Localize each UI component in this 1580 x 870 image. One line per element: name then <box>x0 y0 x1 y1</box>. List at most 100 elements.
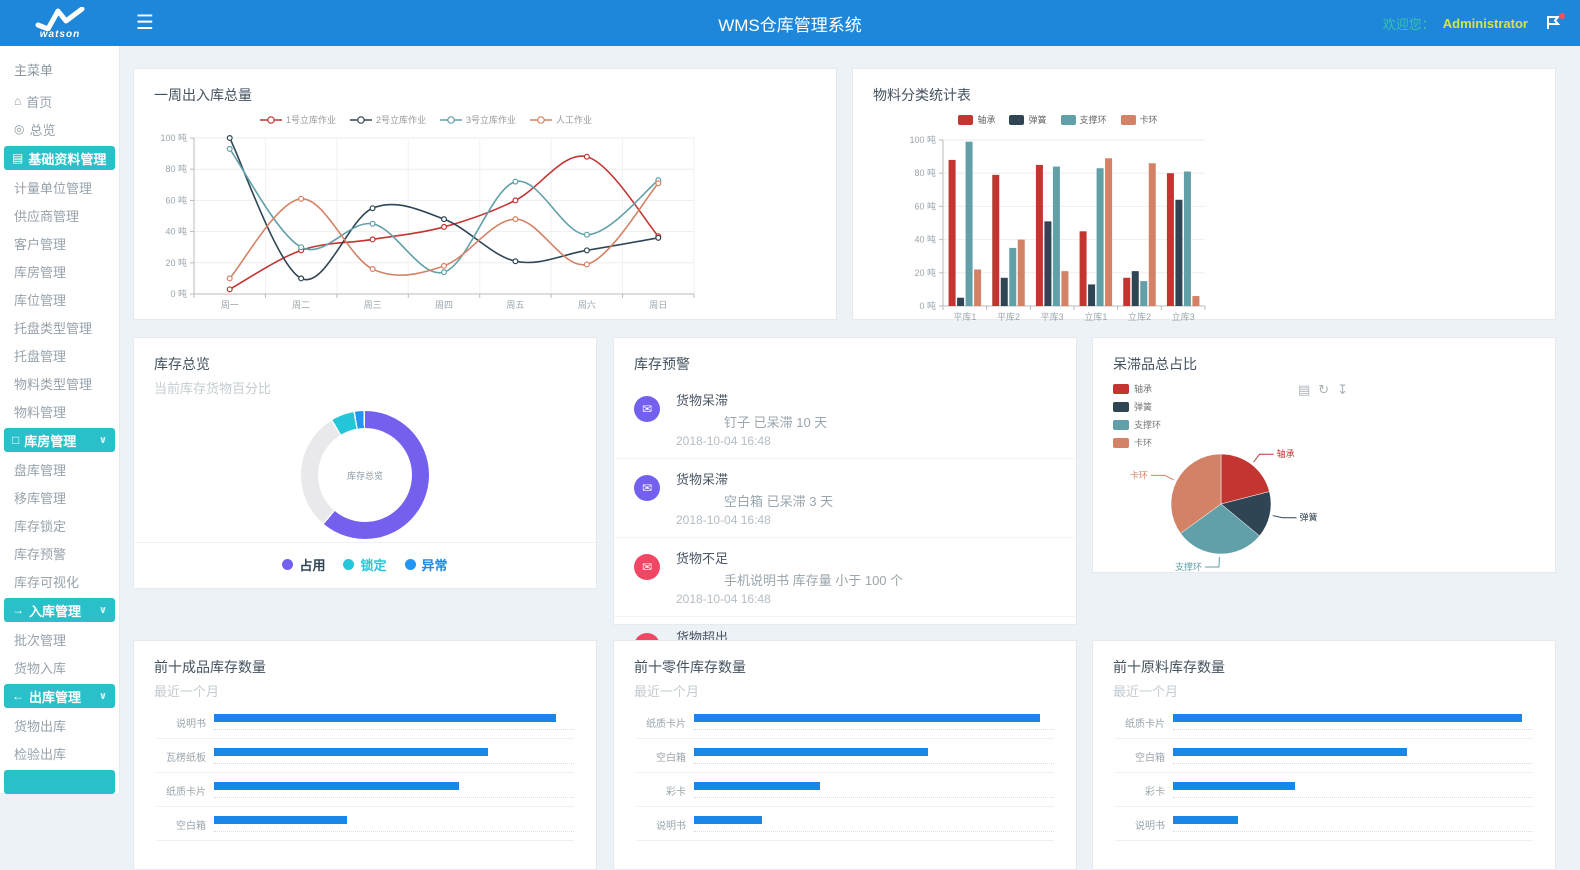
card-subtitle: 最近一个月 <box>1113 684 1179 699</box>
legend-item-卡环[interactable]: 卡环 <box>1113 436 1161 449</box>
hbar-row: 彩卡 <box>636 782 1054 798</box>
hbar-value <box>1173 782 1296 790</box>
sidebar-item-货物出库[interactable]: 货物出库 <box>0 711 119 739</box>
sidebar-item-partial[interactable] <box>4 770 115 794</box>
card-title: 前十成品库存数量 <box>154 659 266 675</box>
sidebar-item-库存锁定[interactable]: 库存锁定 <box>0 511 119 539</box>
svg-text:立库3: 立库3 <box>1172 311 1195 322</box>
chart-toolbar: ▤ ↻ ↧ <box>1298 382 1348 398</box>
hbar-row-separator <box>156 772 574 773</box>
legend-item-轴承[interactable]: 轴承 <box>1113 382 1161 395</box>
legend-label: 支撑环 <box>1134 420 1162 430</box>
svg-text:周二: 周二 <box>292 300 310 310</box>
hbar-row: 彩卡 <box>1115 782 1533 798</box>
legend-item-1号立库作业[interactable]: 1号立库作业 <box>259 113 336 126</box>
card-title: 库存总览 <box>154 356 210 372</box>
sidebar-item-label: 总览 <box>29 122 56 138</box>
sidebar-item-货物入库[interactable]: 货物入库 <box>0 653 119 681</box>
legend-item-卡环[interactable]: 卡环 <box>1120 113 1158 126</box>
alert-title: 货物呆滞 <box>676 472 729 487</box>
sidebar-item-label: 客户管理 <box>14 236 67 252</box>
svg-text:20 吨: 20 吨 <box>914 267 936 278</box>
sidebar-item-首页[interactable]: ⌂ 首页 <box>0 87 119 115</box>
svg-text:60 吨: 60 吨 <box>914 200 936 211</box>
sidebar-item-label: 托盘类型管理 <box>14 320 93 336</box>
hbar-dotted-gridline <box>694 729 1054 730</box>
legend-item-2号立库作业[interactable]: 2号立库作业 <box>349 113 426 126</box>
legend-item-人工作业[interactable]: 人工作业 <box>530 113 592 126</box>
data-view-icon[interactable]: ▤ <box>1298 382 1311 397</box>
legend-label: 弹簧 <box>1028 115 1047 125</box>
legend-item-弹簧[interactable]: 弹簧 <box>1113 400 1161 413</box>
hbar-row-separator <box>1115 772 1533 773</box>
hbar-value <box>214 782 459 790</box>
pie-legend: 轴承弹簧支撑环卡环 <box>1113 382 1161 449</box>
sidebar-item-物料管理[interactable]: 物料管理 <box>0 397 119 425</box>
legend-label: 异常 <box>421 558 448 573</box>
legend-swatch <box>1113 419 1129 430</box>
sidebar-item-托盘管理[interactable]: 托盘管理 <box>0 341 119 369</box>
hbar-row-separator <box>636 840 1054 841</box>
legend-item-支撑环[interactable]: 支撑环 <box>1113 418 1161 431</box>
alert-description: 空白箱 已呆滞 3 天 <box>724 494 834 509</box>
envelope-icon: ✉ <box>634 475 660 501</box>
sidebar-item-供应商管理[interactable]: 供应商管理 <box>0 201 119 229</box>
hbar-row-separator <box>156 806 574 807</box>
sidebar-item-客户管理[interactable]: 客户管理 <box>0 229 119 257</box>
hbar-track <box>1173 816 1533 832</box>
card-top-raw: 前十原料库存数量 最近一个月 纸质卡片 空白箱 彩卡 说明书 <box>1092 640 1556 870</box>
sidebar-item-label: 托盘管理 <box>14 348 67 364</box>
card-top-parts: 前十零件库存数量 最近一个月 纸质卡片 空白箱 彩卡 说明书 <box>613 640 1077 870</box>
sidebar-item-label: 供应商管理 <box>14 208 80 224</box>
sidebar-item-移库管理[interactable]: 移库管理 <box>0 483 119 511</box>
legend-line-marker <box>530 115 553 124</box>
legend-label: 卡环 <box>1139 115 1158 125</box>
sidebar-item-托盘类型管理[interactable]: 托盘类型管理 <box>0 313 119 341</box>
brand-name: watson <box>39 28 81 40</box>
legend-item-占用[interactable]: 占用 <box>282 555 325 574</box>
sidebar-item-库房管理[interactable]: □ 库房管理 ∨ <box>4 428 115 452</box>
sidebar-item-计量单位管理[interactable]: 计量单位管理 <box>0 173 119 201</box>
sidebar-item-库位管理[interactable]: 库位管理 <box>0 285 119 313</box>
legend-item-3号立库作业[interactable]: 3号立库作业 <box>440 113 516 126</box>
sidebar-item-盘库管理[interactable]: 盘库管理 <box>0 455 119 483</box>
legend-item-锁定[interactable]: 锁定 <box>343 555 387 574</box>
hbar-row: 说明书 <box>156 714 574 730</box>
sidebar-item-库存可视化[interactable]: 库存可视化 <box>0 567 119 595</box>
alert-timestamp: 2018-10-04 16:48 <box>676 592 771 606</box>
refresh-icon[interactable]: ↻ <box>1318 382 1330 397</box>
legend-item-支撑环[interactable]: 支撑环 <box>1060 113 1107 126</box>
sidebar-item-总览[interactable]: ◎ 总览 <box>0 115 119 143</box>
legend-swatch <box>1113 383 1129 394</box>
sidebar-item-入库管理[interactable]: → 入库管理 ∨ <box>4 598 115 622</box>
hbar-track <box>1173 782 1533 798</box>
hbar-track <box>694 816 1054 832</box>
sidebar-item-检验出库[interactable]: 检验出库 <box>0 739 119 767</box>
download-icon[interactable]: ↧ <box>1337 382 1349 397</box>
hbar-dotted-gridline <box>214 797 574 798</box>
legend-item-弹簧[interactable]: 弹簧 <box>1009 113 1047 126</box>
sidebar-item-库存预警[interactable]: 库存预警 <box>0 539 119 567</box>
sidebar-item-物料类型管理[interactable]: 物料类型管理 <box>0 369 119 397</box>
hbar-track <box>214 714 574 730</box>
svg-text:80 吨: 80 吨 <box>914 167 936 178</box>
legend-item-异常[interactable]: 异常 <box>404 555 448 574</box>
chevron-down-icon: ∨ <box>98 690 107 702</box>
sidebar-item-基础资料管理[interactable]: ▤ 基础资料管理 <box>4 146 115 170</box>
notification-flag-icon[interactable] <box>1546 13 1565 31</box>
sidebar-item-label: 库存锁定 <box>14 518 67 534</box>
current-user[interactable]: Administrator <box>1442 15 1528 31</box>
sidebar-item-label: 移库管理 <box>14 490 67 506</box>
sidebar-item-批次管理[interactable]: 批次管理 <box>0 625 119 653</box>
sidebar-item-label: 库存预警 <box>14 546 67 562</box>
legend-item-轴承[interactable]: 轴承 <box>958 113 995 126</box>
legend-swatch <box>958 114 974 125</box>
sidebar-item-出库管理[interactable]: ← 出库管理 ∨ <box>4 684 115 708</box>
hbar-value <box>694 748 928 756</box>
hbar-row-separator <box>1115 806 1533 807</box>
alert-timestamp: 2018-10-04 16:48 <box>676 513 771 527</box>
sidebar-item-库房管理[interactable]: 库房管理 <box>0 257 119 285</box>
warehouse-icon: □ <box>12 433 20 447</box>
hamburger-menu-icon[interactable]: ☰ <box>136 12 154 34</box>
hbar-row: 纸质卡片 <box>636 714 1054 730</box>
